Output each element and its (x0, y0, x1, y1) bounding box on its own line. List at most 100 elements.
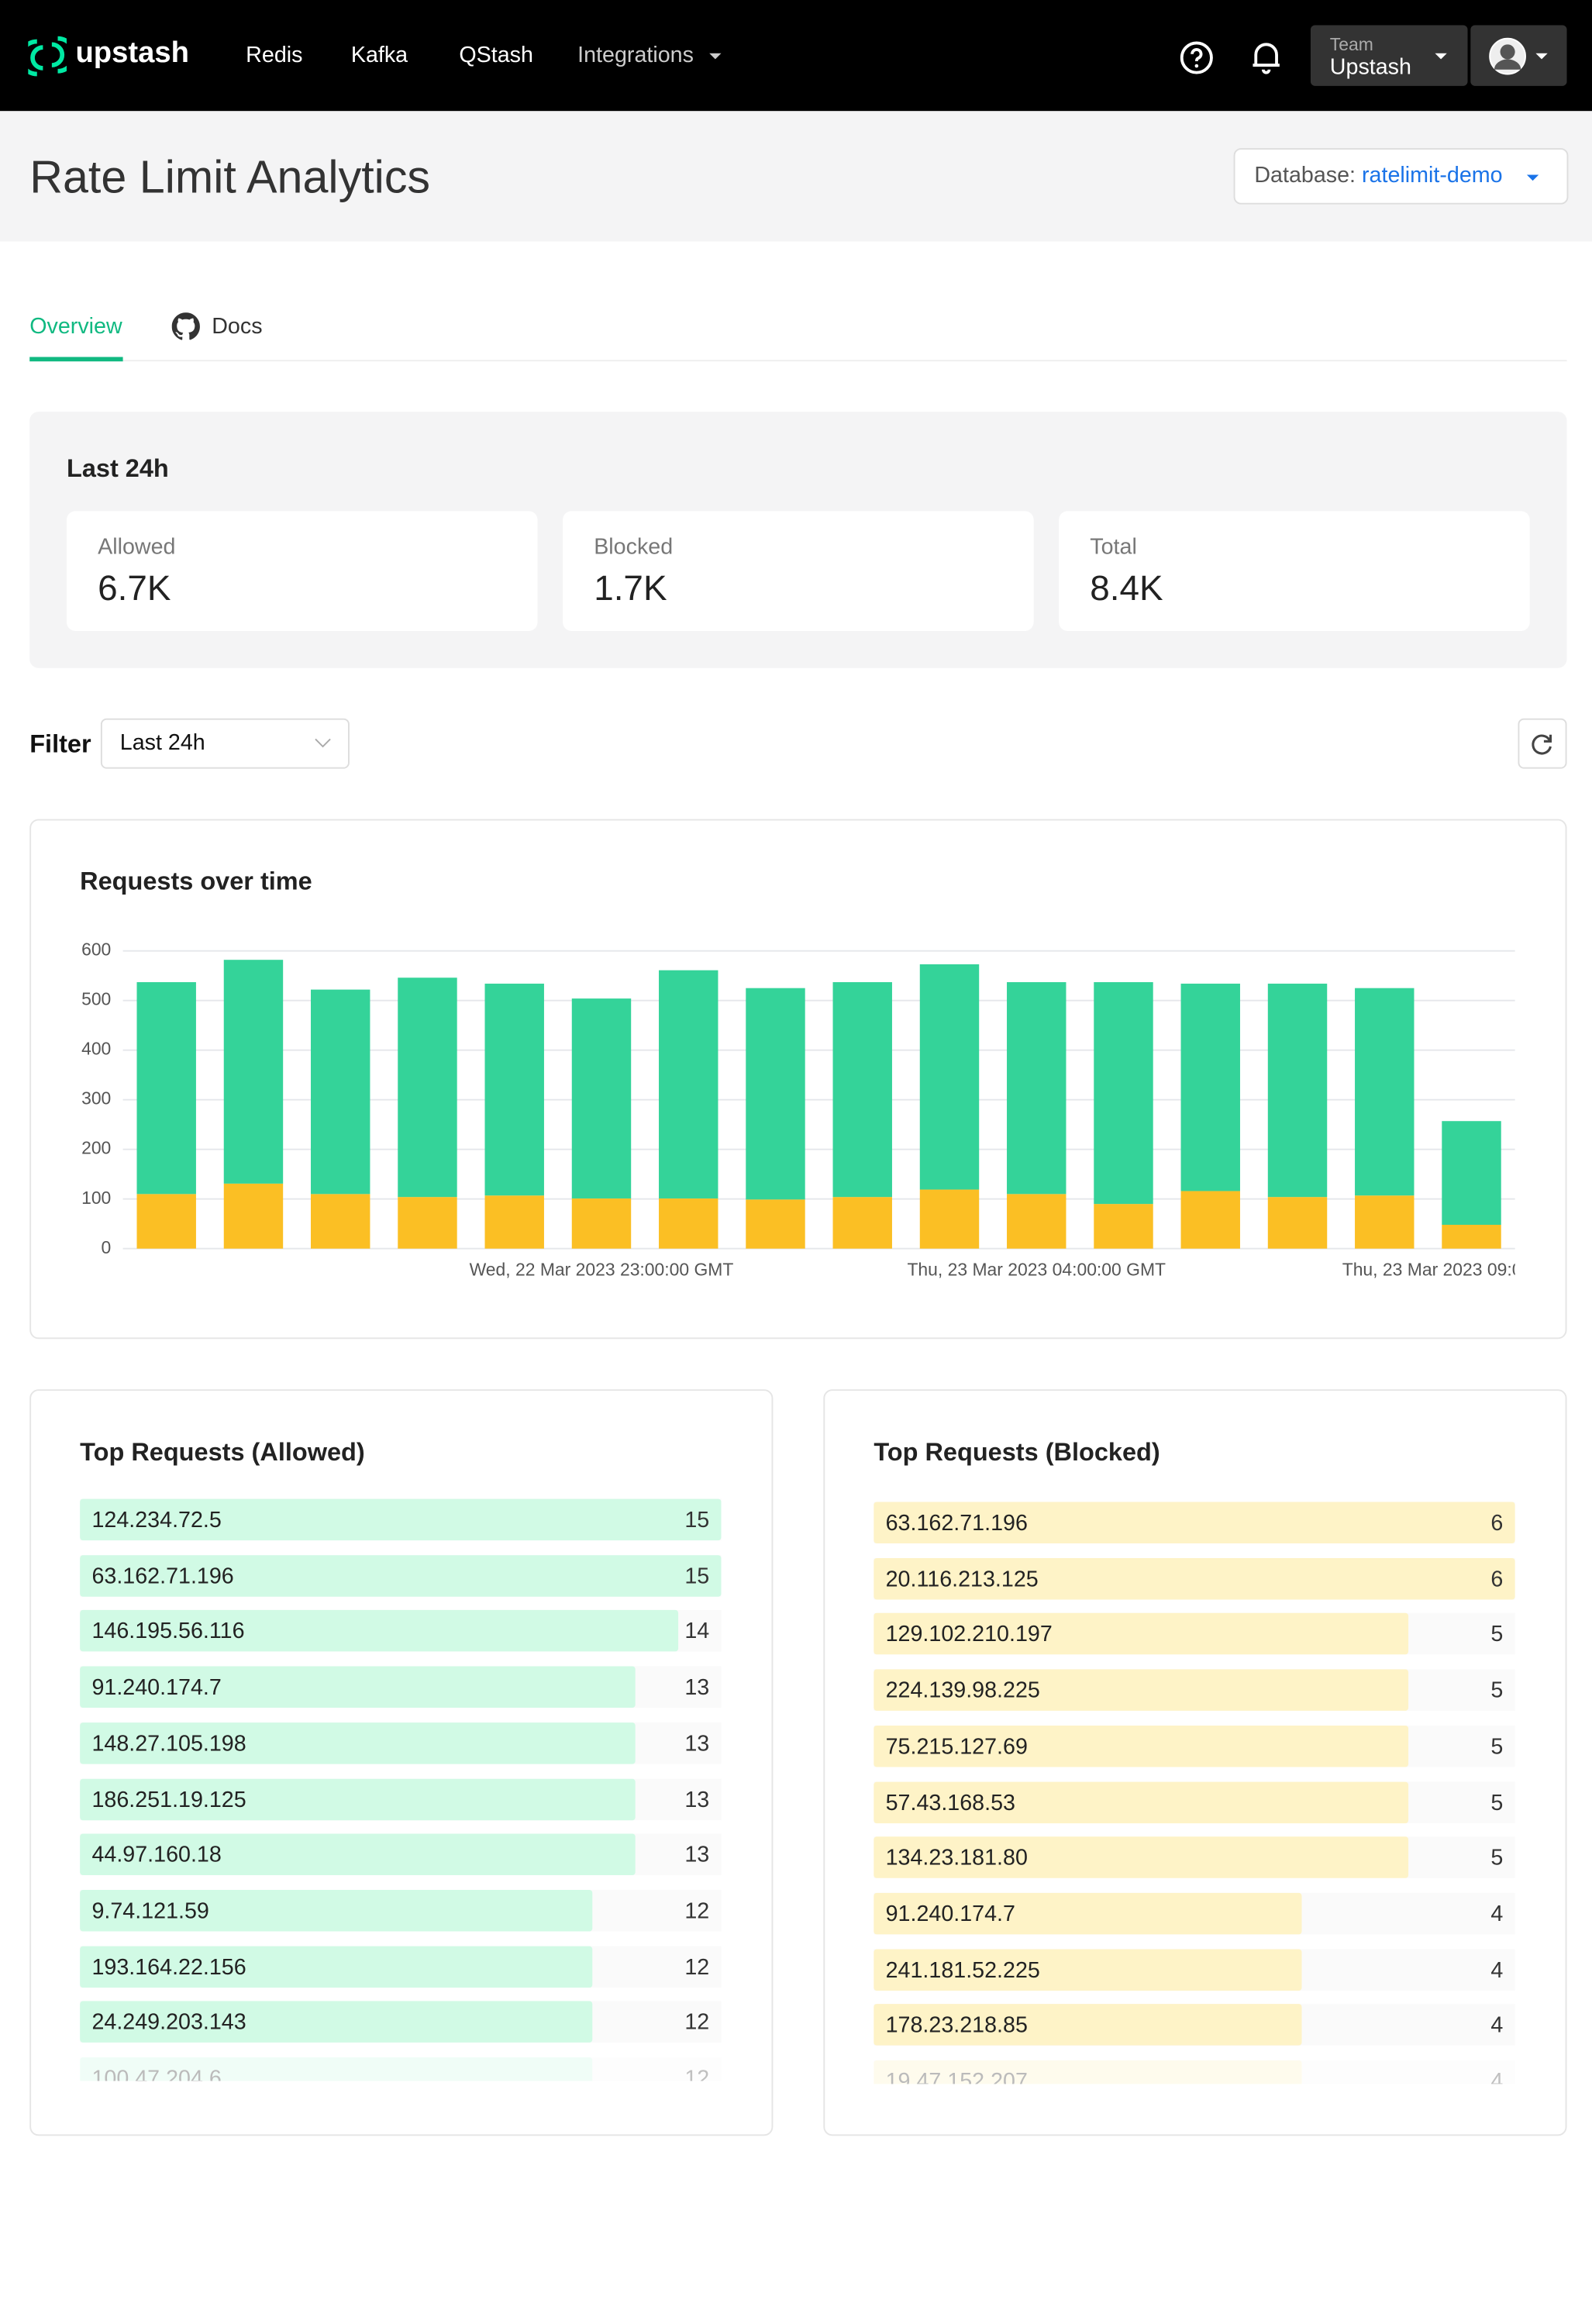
stat-card: Allowed 6.7K (66, 511, 538, 631)
list-row: 186.251.19.125 13 (80, 1777, 722, 1820)
refresh-icon (1532, 734, 1552, 755)
count-bar (874, 1502, 1515, 1543)
bar-segment (1442, 1224, 1501, 1249)
stat-value: 8.4K (1090, 568, 1163, 609)
list-row: 75.215.127.69 5 (874, 1725, 1515, 1767)
ip: 57.43.168.53 (885, 1790, 1015, 1815)
bar-segment (659, 1198, 718, 1249)
nav-link[interactable]: Redis (246, 43, 303, 68)
bar-segment (1267, 983, 1328, 1198)
count: 13 (684, 1731, 710, 1757)
list-title: Top Requests (Blocked) (874, 1438, 1160, 1467)
x-tick-label: Wed, 22 Mar 2023 23:00:00 GMT (470, 1259, 734, 1279)
team-label: Team (1329, 33, 1373, 55)
count-bar (80, 1777, 636, 1820)
team-button[interactable]: Team Upstash (1310, 25, 1468, 86)
count-bar (874, 1892, 1301, 1935)
stat-card: Blocked 1.7K (563, 511, 1034, 631)
y-tick-label: 100 (81, 1188, 111, 1208)
y-tick-label: 0 (102, 1237, 112, 1257)
list-row: 124.234.72.5 15 (80, 1498, 722, 1541)
list-row: 178.23.218.85 4 (874, 2004, 1515, 2046)
list-row: 224.139.98.225 5 (874, 1669, 1515, 1712)
count-bar (874, 2060, 1301, 2084)
avatar-button[interactable] (1470, 25, 1567, 86)
bar-segment (746, 1199, 805, 1249)
bar-segment (1267, 1197, 1328, 1249)
ip: 129.102.210.197 (885, 1622, 1053, 1648)
help-icon[interactable] (1179, 40, 1215, 76)
page-title: Rate Limit Analytics (29, 150, 431, 203)
ip: 148.27.105.198 (91, 1731, 246, 1757)
x-labels: Wed, 22 Mar 2023 23:00:00 GMT Thu, 23 Mar… (470, 1259, 1515, 1279)
count: 13 (684, 1675, 710, 1701)
ip: 20.116.213.125 (885, 1566, 1039, 1592)
ip: 44.97.160.18 (91, 1843, 222, 1868)
count: 5 (1490, 1790, 1504, 1815)
bar-segment (1180, 983, 1240, 1191)
bar-segment (484, 1195, 544, 1249)
bar-segment (223, 960, 284, 1184)
nav-link[interactable]: Kafka (350, 43, 408, 68)
count-bar (80, 1945, 594, 1988)
count: 15 (684, 1508, 710, 1533)
count-bar (874, 1781, 1408, 1823)
bar-segment (1355, 988, 1415, 1196)
stat-label: Allowed (98, 534, 176, 560)
bar-segment (1094, 1204, 1153, 1249)
list-row: 100.47.204.6 12 (80, 2057, 722, 2081)
caret (1435, 53, 1447, 60)
ip: 186.251.19.125 (91, 1787, 246, 1812)
count: 12 (684, 2010, 710, 2036)
stat-label: Total (1090, 534, 1137, 560)
database-select[interactable]: Database: ratelimit-demo (1233, 148, 1569, 205)
bar-segment (1007, 981, 1067, 1195)
list-title: Top Requests (Allowed) (80, 1438, 365, 1467)
ip: 9.74.121.59 (91, 1898, 209, 1924)
x-tick-label: Thu, 23 Mar 2023 04:00:00 GMT (907, 1259, 1166, 1279)
nav-link[interactable]: QStash (459, 43, 533, 68)
count: 13 (684, 1787, 710, 1812)
tab[interactable]: Docs (212, 314, 263, 340)
stat-label: Blocked (594, 534, 674, 560)
bar-segment (832, 1197, 892, 1249)
count: 6 (1490, 1510, 1504, 1536)
bar-segment (311, 989, 370, 1195)
count-bar (874, 1725, 1408, 1767)
chart-title: Requests over time (80, 867, 312, 895)
brand[interactable]: upstash (75, 36, 189, 70)
count: 4 (1490, 2069, 1504, 2084)
bar-segment (659, 970, 718, 1199)
filter-select[interactable]: Last 24h (100, 718, 350, 769)
tab[interactable]: Overview (29, 314, 122, 340)
y-tick-label: 400 (81, 1039, 111, 1059)
count-bar (80, 2001, 594, 2043)
list-row: 91.240.174.7 4 (874, 1892, 1515, 1935)
list-row: 129.102.210.197 5 (874, 1613, 1515, 1655)
nav-link[interactable]: Integrations (577, 43, 694, 68)
ip: 24.249.203.143 (91, 2010, 246, 2036)
ip: 193.164.22.156 (91, 1954, 246, 1980)
count: 15 (684, 1564, 710, 1589)
count: 5 (1490, 1734, 1504, 1760)
refresh-button[interactable] (1518, 718, 1567, 769)
summary-title: Last 24h (66, 454, 169, 483)
list-row: 63.162.71.196 6 (874, 1502, 1515, 1543)
count: 4 (1490, 1902, 1504, 1927)
bell-icon[interactable] (1250, 40, 1283, 76)
list-row: 146.195.56.116 14 (80, 1610, 722, 1653)
count: 5 (1490, 1622, 1504, 1648)
bar-segment (1007, 1194, 1067, 1249)
y-tick-label: 200 (81, 1138, 111, 1158)
count: 5 (1490, 1678, 1504, 1704)
list-row: 134.23.181.80 5 (874, 1836, 1515, 1879)
ip: 75.215.127.69 (885, 1734, 1028, 1760)
tab-divider (29, 360, 1567, 362)
count: 12 (684, 1954, 710, 1980)
bar-segment (311, 1194, 370, 1249)
ip: 146.195.56.116 (91, 1619, 245, 1645)
list-row: 241.181.52.225 4 (874, 1948, 1515, 1991)
list-row: 9.74.121.59 12 (80, 1889, 722, 1932)
list-row: 19.47.152.207 4 (874, 2060, 1515, 2084)
